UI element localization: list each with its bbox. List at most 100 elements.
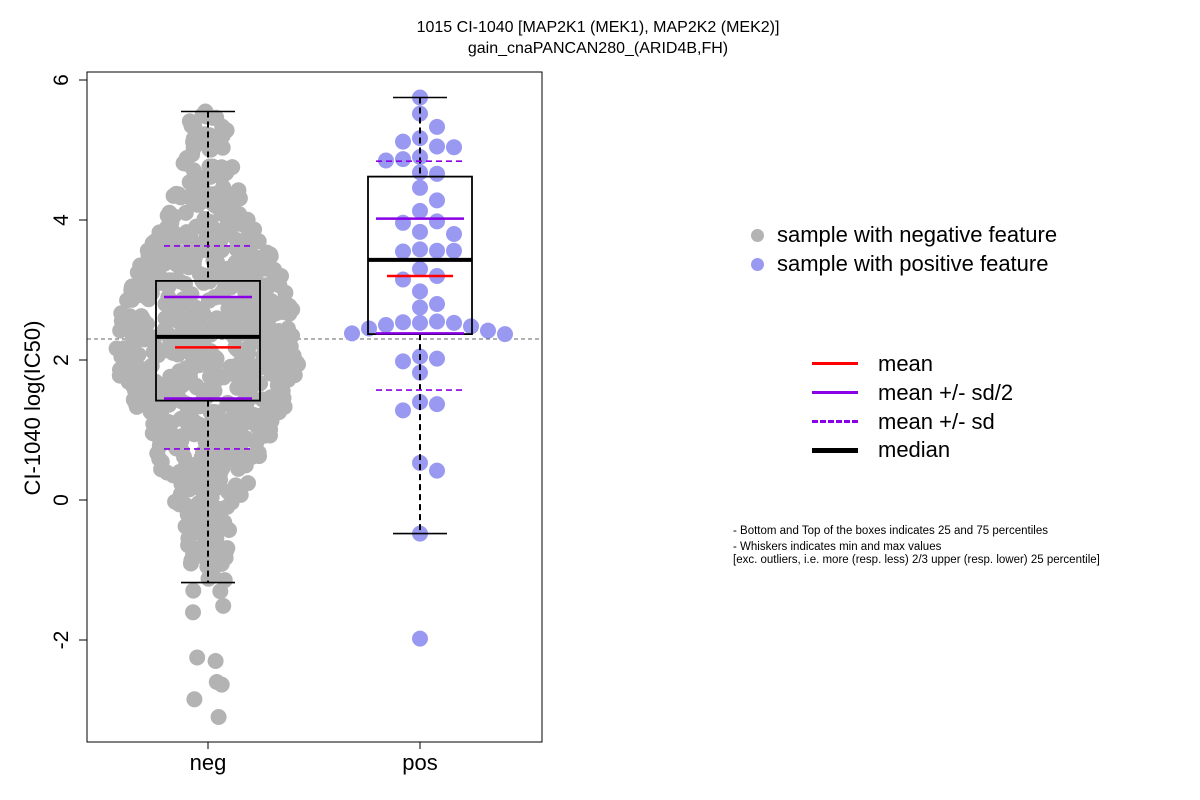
legend-line-sd <box>812 420 858 423</box>
neg-point <box>166 244 183 261</box>
pos-point <box>395 133 411 150</box>
neg-point <box>205 252 222 269</box>
neg-point <box>225 398 242 415</box>
neg-point <box>246 248 263 265</box>
neg-point <box>259 244 275 261</box>
pos-point <box>446 139 462 156</box>
legend-label-positive: sample with positive feature <box>777 251 1049 276</box>
neg-point <box>214 452 231 469</box>
neg-point <box>208 674 225 690</box>
pos-point <box>429 118 445 135</box>
legend-line-half-sd <box>812 391 858 394</box>
pos-point <box>412 202 428 219</box>
pos-point <box>395 271 411 288</box>
neg-point <box>185 413 202 430</box>
neg-point <box>169 346 186 363</box>
neg-point <box>151 450 168 467</box>
neg-point <box>193 525 210 542</box>
neg-point <box>233 435 250 452</box>
pos-point <box>429 350 445 367</box>
pos-point <box>412 299 428 316</box>
neg-point <box>198 551 215 568</box>
neg-point <box>180 254 197 271</box>
neg-point <box>140 291 157 308</box>
pos-point <box>395 243 411 260</box>
chart-subtitle: gain_cnaPANCAN280_(ARID4B,FH) <box>467 40 729 57</box>
chart-title: 1015 CI-1040 [MAP2K1 (MEK1), MAP2K2 (MEK… <box>416 19 780 36</box>
neg-point <box>137 367 154 384</box>
pos-point <box>446 242 462 259</box>
pos-point <box>446 226 462 242</box>
neg-point <box>212 583 229 600</box>
neg-point <box>157 310 174 327</box>
neg-point <box>198 134 215 151</box>
neg-point <box>210 709 227 725</box>
neg-point <box>219 498 236 515</box>
neg-point <box>170 297 187 314</box>
pos-point <box>412 454 428 471</box>
neg-point <box>200 509 217 525</box>
y-tick-label: 0 <box>50 494 73 506</box>
neg-point <box>281 298 298 315</box>
neg-point <box>114 314 131 331</box>
note-outliers: [exc. outliers, i.e. more (resp. less) 2… <box>733 554 1100 566</box>
pos-point <box>378 317 394 333</box>
legend-label-mean: mean <box>878 351 934 376</box>
pos-point <box>429 165 445 182</box>
neg-point <box>185 582 202 599</box>
legend-dot-negative <box>751 229 764 242</box>
pos-point <box>395 314 411 331</box>
neg-point <box>142 379 159 396</box>
neg-point <box>232 486 249 503</box>
neg-point <box>185 140 202 156</box>
neg-point <box>277 284 294 301</box>
pos-point <box>395 151 411 168</box>
neg-point <box>184 347 200 364</box>
note-whiskers: - Whiskers indicates min and max values <box>733 541 942 553</box>
neg-point <box>185 604 201 621</box>
neg-point <box>218 310 234 327</box>
neg-point <box>224 159 241 176</box>
pos-point <box>412 241 428 258</box>
neg-point <box>167 493 184 510</box>
neg-point <box>194 179 211 196</box>
pos-point <box>429 462 445 479</box>
neg-point <box>176 322 193 339</box>
neg-point <box>205 229 222 246</box>
pos-point <box>429 296 445 312</box>
pos-point <box>446 314 462 331</box>
neg-point <box>187 509 204 526</box>
neg-point <box>150 347 166 364</box>
neg-point <box>212 471 229 488</box>
neg-point <box>180 537 197 554</box>
neg-point <box>269 304 286 321</box>
pos-point <box>412 314 428 331</box>
neg-point <box>193 452 210 469</box>
neg-point <box>246 414 263 430</box>
neg-point <box>206 525 223 542</box>
neg-point <box>231 459 248 476</box>
neg-point <box>231 343 248 360</box>
neg-point <box>217 549 234 566</box>
neg-point <box>178 155 195 172</box>
pos-point <box>412 179 428 196</box>
legend-line-mean <box>812 362 858 365</box>
neg-point <box>169 382 186 399</box>
neg-point <box>214 127 231 144</box>
neg-point <box>156 321 173 338</box>
neg-point <box>250 444 267 461</box>
pos-point <box>412 364 428 381</box>
pos-point <box>412 105 428 122</box>
pos-point <box>429 213 445 230</box>
neg-point <box>160 278 177 295</box>
neg-point <box>208 350 225 367</box>
neg-point <box>235 375 252 392</box>
neg-point <box>240 475 256 492</box>
legend-label-sd: mean +/- sd <box>878 409 995 434</box>
pos-point <box>344 325 360 342</box>
neg-point <box>249 275 265 292</box>
neg-point <box>214 139 231 156</box>
neg-point <box>215 597 232 614</box>
neg-point <box>185 234 202 251</box>
